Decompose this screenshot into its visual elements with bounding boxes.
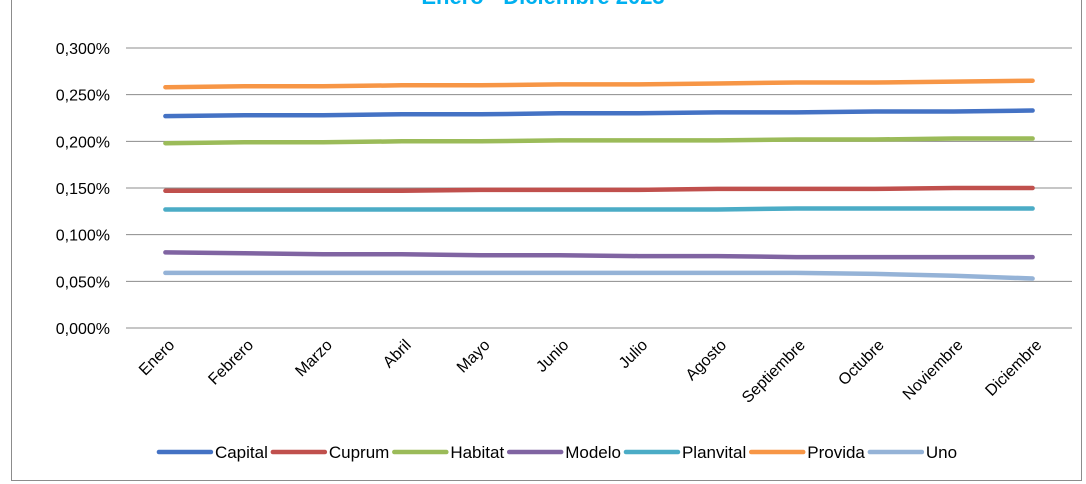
y-tick-label: 0,150% [56, 181, 110, 198]
x-tick-label: Febrero [205, 337, 257, 389]
legend-item-habitat: Habitat [392, 443, 504, 462]
y-tick-label: 0,050% [56, 274, 110, 291]
legend-item-uno: Uno [867, 443, 957, 462]
x-tick-label: Diciembre [982, 337, 1045, 400]
y-tick-label: 0,000% [56, 321, 110, 338]
x-tick-label: Junio [533, 337, 572, 376]
x-tick-label: Enero [136, 337, 178, 379]
y-axis-ticks: 0,000% 0,050% 0,100% 0,150% 0,200% 0,250% 0,30… [56, 41, 110, 338]
legend-item-cuprum: Cuprum [270, 443, 389, 462]
series-line-planvital [163, 206, 1035, 212]
legend-label: Cuprum [329, 443, 389, 462]
y-tick-label: 0,250% [56, 88, 110, 105]
legend-item-planvital: Planvital [623, 443, 746, 462]
legend-item-capital: Capital [156, 443, 268, 462]
legend-label: Uno [926, 443, 957, 462]
x-tick-label: Agosto [683, 337, 730, 384]
chart-title: Enero - Diciembre 2023 [0, 0, 1086, 10]
x-tick-label: Mayo [454, 337, 494, 377]
x-tick-label: Septiembre [739, 337, 809, 407]
y-tick-label: 0,300% [56, 41, 110, 58]
legend-label: Modelo [565, 443, 621, 462]
x-tick-label: Abril [380, 337, 415, 372]
series-line-cuprum [163, 185, 1035, 194]
series-line-habitat [163, 136, 1035, 146]
series-line-uno [163, 270, 1035, 281]
x-tick-label: Octubre [835, 337, 887, 389]
series-line-capital [163, 108, 1035, 119]
x-tick-label: Julio [616, 337, 651, 372]
legend-label: Planvital [682, 443, 746, 462]
legend-label: Provida [807, 443, 865, 462]
series-line-provida [163, 78, 1035, 90]
x-tick-label: Marzo [292, 337, 336, 381]
x-axis-ticks: Enero Febrero Marzo Abril Mayo Junio Julio Agos… [136, 337, 1045, 407]
legend-item-modelo: Modelo [506, 443, 621, 462]
series-line-modelo [163, 250, 1035, 260]
legend: Capital Cuprum Habitat Modelo Planvital Provi… [156, 443, 957, 462]
y-tick-label: 0,100% [56, 228, 110, 245]
legend-item-provida: Provida [748, 443, 865, 462]
legend-label: Habitat [450, 443, 504, 462]
series-lines [163, 78, 1035, 281]
legend-label: Capital [215, 443, 268, 462]
x-tick-label: Noviembre [900, 337, 967, 404]
y-tick-label: 0,200% [56, 134, 110, 151]
